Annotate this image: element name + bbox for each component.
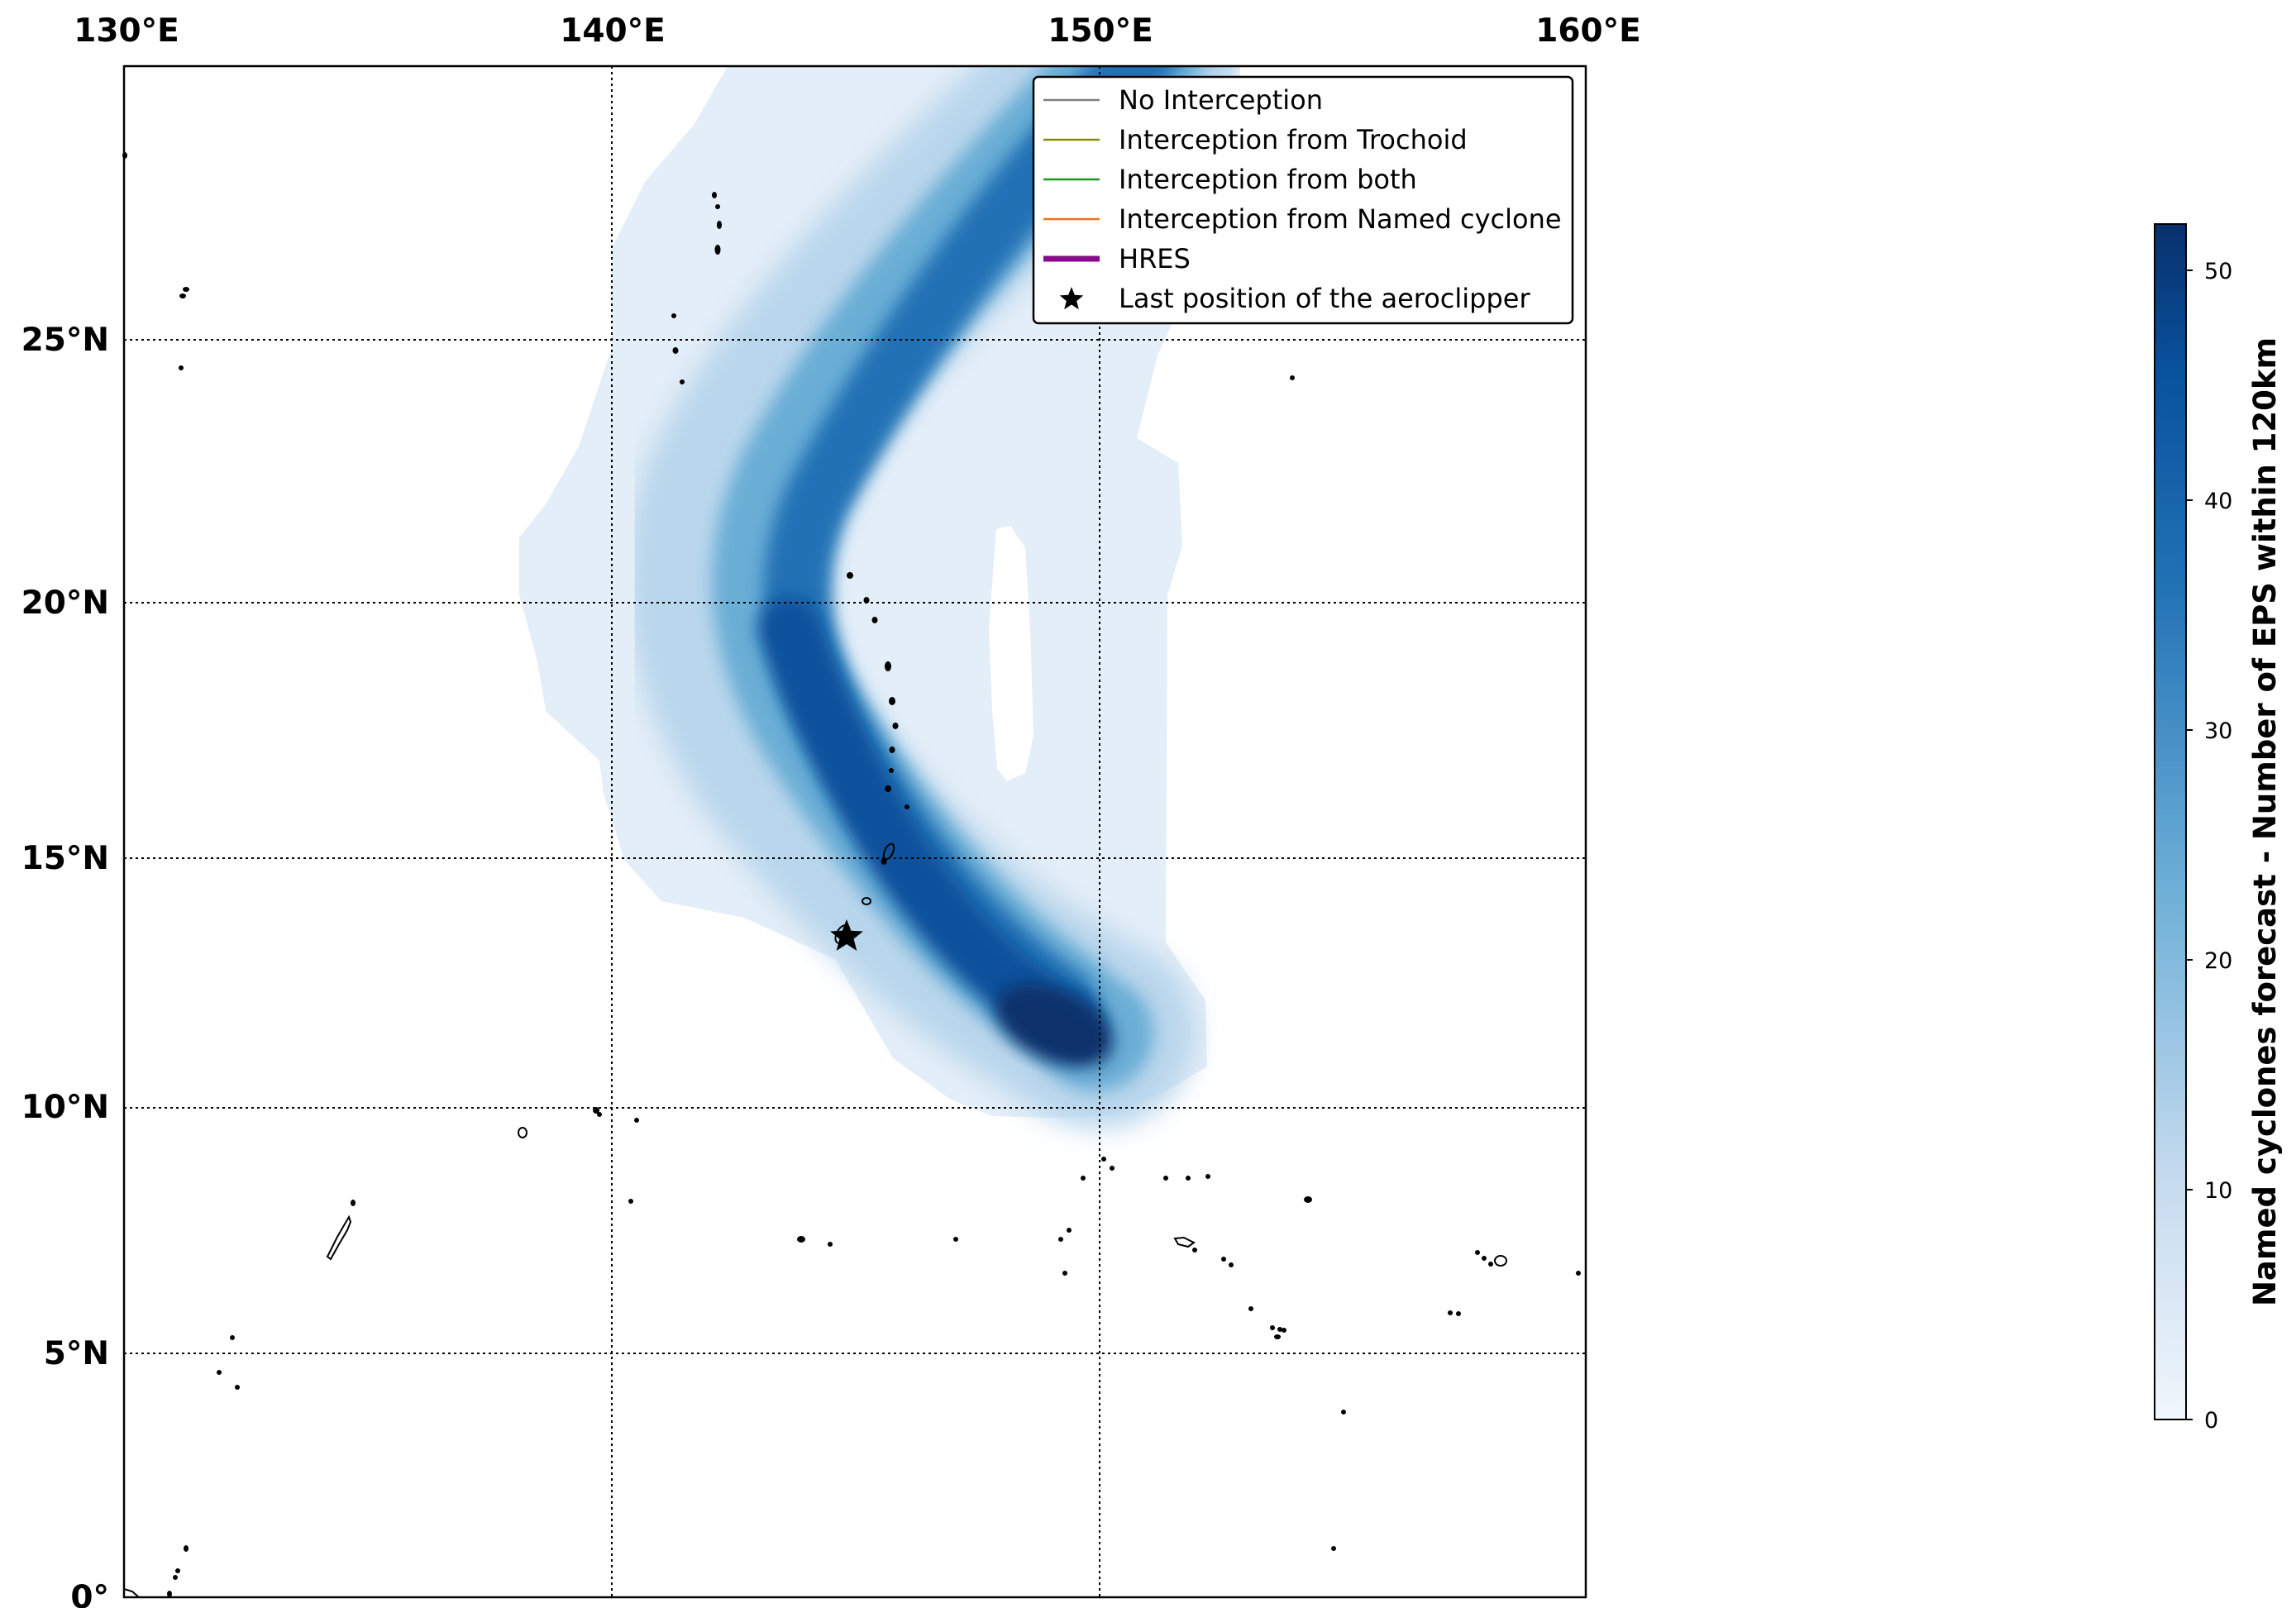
legend-label: No Interception (1119, 84, 1323, 116)
y-tick-label: 25°N (21, 322, 109, 359)
colorbar-gradient (2154, 223, 2187, 1420)
legend-label: Last position of the aeroclipper (1119, 283, 1530, 314)
x-tick-label: 150°E (1048, 12, 1153, 50)
colorbar-tick-label: 20 (2204, 948, 2232, 974)
y-tick-label: 10°N (21, 1089, 109, 1126)
legend-item-named-cyclone: Interception from Named cyclone (1043, 203, 1562, 235)
legend: No Interception Interception from Trocho… (1032, 75, 1574, 325)
colorbar-tick-label: 30 (2204, 718, 2232, 744)
legend-item-both: Interception from both (1043, 164, 1417, 195)
legend-label: HRES (1119, 243, 1191, 274)
colorbar-ticks (2186, 270, 2193, 1420)
y-tick-label: 5°N (44, 1335, 109, 1372)
legend-item-trochoid: Interception from Trochoid (1043, 124, 1468, 155)
colorbar-tick-label: 0 (2204, 1408, 2218, 1434)
star-icon (1059, 287, 1084, 310)
density-peak (995, 984, 1113, 1066)
colorbar: 0 10 20 30 40 50 Named cyclones forecast… (2154, 223, 2283, 1434)
density-hole (989, 526, 1033, 781)
x-axis-labels: 130°E 140°E 150°E 160°E (74, 12, 1641, 50)
legend-label: Interception from Trochoid (1119, 124, 1468, 155)
legend-item-last-position: Last position of the aeroclipper (1059, 283, 1530, 314)
legend-box (1032, 75, 1574, 325)
legend-item-hres: HRES (1043, 243, 1191, 274)
y-axis-labels: 0° 5°N 10°N 15°N 20°N 25°N (21, 322, 109, 1608)
y-tick-label: 0° (70, 1579, 109, 1608)
legend-label: Interception from both (1119, 164, 1417, 195)
density-envelope (519, 66, 1232, 1118)
density-field (519, 66, 1242, 1128)
x-tick-label: 140°E (560, 12, 666, 50)
colorbar-tick-label: 40 (2204, 489, 2232, 514)
legend-label: Interception from Named cyclone (1119, 203, 1562, 235)
map-frame (122, 64, 1587, 1599)
x-tick-label: 160°E (1535, 12, 1641, 50)
aeroclipper-last-position-star[interactable] (830, 919, 863, 951)
y-tick-label: 20°N (21, 585, 109, 622)
colorbar-tick-label: 50 (2204, 259, 2232, 284)
colorbar-label: Named cyclones forecast - Number of EPS … (2247, 337, 2283, 1306)
x-tick-label: 130°E (74, 12, 179, 50)
legend-item-no-interception: No Interception (1043, 84, 1323, 116)
colorbar-tick-label: 10 (2204, 1178, 2232, 1204)
y-tick-label: 15°N (21, 840, 109, 877)
